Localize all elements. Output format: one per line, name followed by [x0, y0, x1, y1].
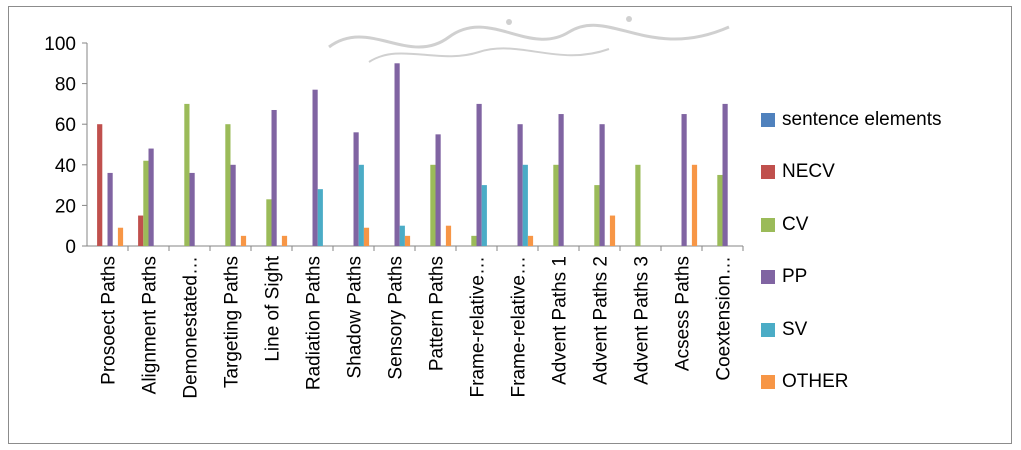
- bar-pp: [107, 172, 113, 246]
- bar-sv: [481, 185, 487, 246]
- x-category-label: Prosoect Paths: [99, 256, 120, 385]
- bar-necv: [138, 215, 144, 246]
- bar-pp: [558, 114, 564, 246]
- legend-swatch: [761, 112, 775, 127]
- x-category-label: Sensory Paths: [386, 256, 407, 380]
- bar-pp: [394, 63, 400, 246]
- bar-other: [281, 235, 288, 246]
- x-category-label: Radiation Paths: [304, 256, 325, 390]
- bar-pp: [599, 124, 605, 246]
- legend-label: CV: [782, 213, 809, 235]
- legend-item: NECV: [761, 158, 942, 187]
- y-tick-label: 40: [55, 156, 76, 177]
- bar-other: [445, 225, 452, 246]
- bar-other: [609, 215, 616, 246]
- watermark-logo: [328, 16, 730, 63]
- bar-sv: [358, 164, 364, 246]
- legend-label: PP: [782, 266, 808, 287]
- x-category-label: Frame-relative…: [468, 256, 489, 397]
- bar-other: [691, 164, 698, 246]
- bar-pp: [230, 164, 236, 246]
- legend-label: OTHER: [782, 371, 849, 392]
- x-category-label: Acsess Paths: [673, 256, 694, 371]
- legend-swatch: [761, 165, 775, 179]
- bar-necv: [97, 124, 103, 246]
- x-category-label: Advent Paths 1: [550, 256, 571, 385]
- bar-other: [527, 235, 534, 246]
- chart-frame: 0 20 40 60 80 100 Prosoect Paths Alignment Path…: [8, 6, 1012, 444]
- bar-sv: [522, 164, 528, 246]
- legend-label: sentence elements: [782, 108, 942, 130]
- bar-cv: [143, 160, 149, 246]
- legend-item: sentence elements: [761, 105, 942, 134]
- bar-cv: [184, 103, 190, 247]
- bar-pp: [189, 172, 195, 246]
- x-category-label: Shadow Paths: [345, 256, 366, 379]
- bar-pp: [517, 124, 523, 246]
- bar-cv: [594, 185, 600, 246]
- legend-item: OTHER: [761, 368, 942, 397]
- legend-swatch: [761, 217, 775, 232]
- bar-pp: [148, 148, 154, 246]
- legend-label: NECV: [782, 161, 835, 182]
- legend-swatch: [761, 270, 775, 284]
- legend-item: SV: [761, 315, 942, 344]
- legend-label: SV: [782, 318, 808, 340]
- legend-item: CV: [761, 210, 942, 239]
- x-category-label: Alignment Paths: [140, 256, 161, 394]
- x-category-label: Frame-relative…: [509, 256, 530, 397]
- y-tick-label: 20: [55, 196, 76, 217]
- bar-pp: [476, 103, 482, 247]
- bar-other: [240, 235, 247, 246]
- bar-pp: [271, 109, 277, 247]
- bar-pp: [681, 114, 687, 246]
- y-tick-label: 60: [55, 115, 76, 136]
- x-category-label: Pattern Paths: [427, 256, 448, 371]
- legend-swatch: [761, 375, 775, 389]
- bar-cv: [553, 164, 559, 246]
- bar-cv: [225, 124, 231, 246]
- x-category-label: Advent Paths 3: [632, 256, 653, 385]
- x-category-label: Advent Paths 2: [591, 256, 612, 385]
- y-tick-label: 100: [44, 34, 76, 55]
- x-category-label: Targeting Paths: [222, 256, 243, 388]
- bar-other: [363, 227, 370, 246]
- x-category-label: Coextension…: [714, 256, 735, 381]
- bar-cv: [471, 235, 477, 246]
- bar-other: [117, 227, 124, 246]
- bar-pp: [435, 134, 441, 246]
- plot-area: 0 20 40 60 80 100 Prosoect Paths Alignment Path…: [44, 34, 744, 399]
- bar-sv: [399, 225, 405, 246]
- bar-sv: [317, 189, 323, 246]
- y-tick-label: 80: [55, 75, 76, 96]
- bar-cv: [266, 199, 272, 246]
- bar-pp: [312, 89, 318, 246]
- bar-cv: [430, 164, 436, 246]
- legend: sentence elements NECV CV PP SV OTHER: [761, 105, 942, 420]
- legend-item: PP: [761, 263, 942, 292]
- y-tick-label: 0: [65, 237, 76, 258]
- bar-pp: [353, 132, 359, 246]
- bar-other: [404, 235, 411, 246]
- bar-cv: [635, 164, 641, 246]
- bar-cv: [717, 174, 723, 246]
- legend-swatch: [761, 322, 775, 337]
- x-category-label: Line of Sight: [263, 255, 284, 361]
- bar-pp: [722, 103, 728, 247]
- x-category-label: Demonestated…: [181, 256, 202, 399]
